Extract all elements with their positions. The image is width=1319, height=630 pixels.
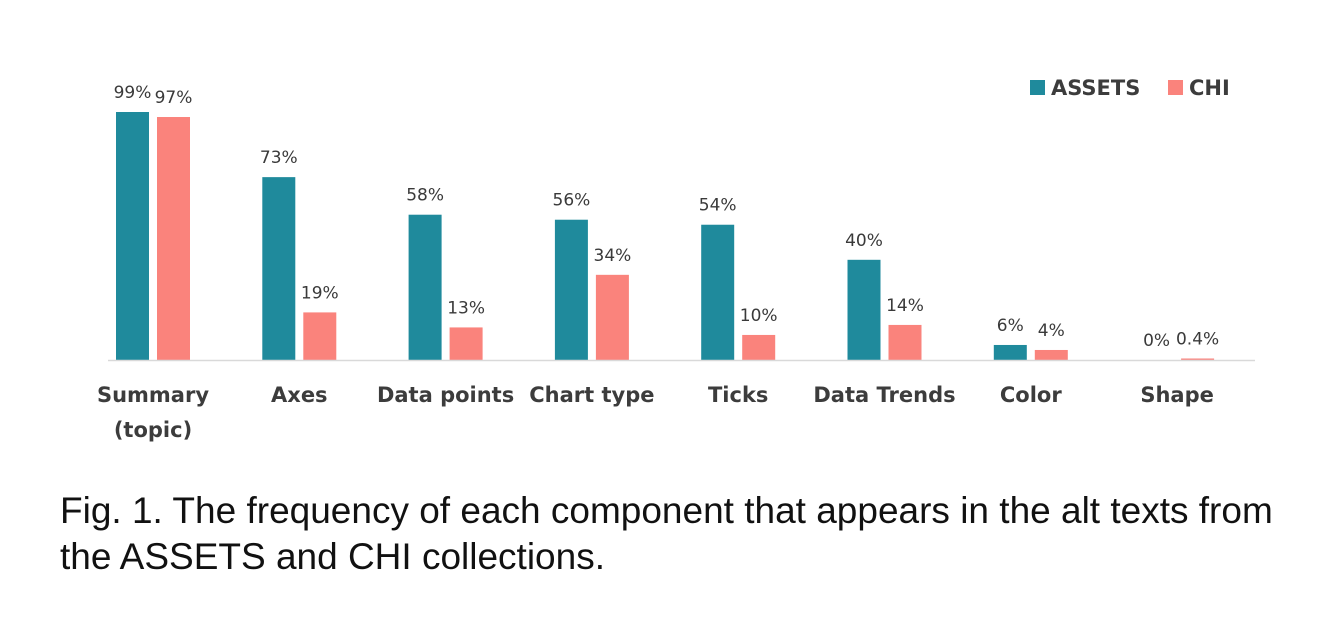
data-label-chi-8: 0.4% [1176, 330, 1219, 350]
figure-caption: Fig. 1. The frequency of each component … [60, 490, 1273, 577]
bar-chi-1 [157, 117, 190, 360]
category-label-2: Axes [271, 383, 328, 407]
bar-chi-7 [1034, 349, 1068, 360]
data-label-chi-6: 14% [886, 296, 924, 316]
data-label-chi-4: 34% [594, 246, 632, 266]
chart-bars [116, 112, 1215, 360]
data-label-assets-5: 54% [699, 196, 737, 216]
category-label-8: Shape [1140, 383, 1214, 407]
chart-legend: ASSETS CHI [1030, 76, 1230, 100]
category-label-1: Summary [97, 383, 209, 407]
bar-chi-2 [303, 312, 337, 360]
data-label-assets-8: 0% [1143, 331, 1170, 351]
bar-chart: ASSETS CHI 99% 97% 73% 19% 58% 13% 56% 34% 54% 10%… [97, 76, 1255, 442]
data-label-chi-7: 4% [1038, 321, 1065, 341]
bar-assets-2 [262, 177, 296, 360]
category-label-5: Ticks [708, 383, 768, 407]
data-label-chi-3: 13% [447, 298, 485, 318]
bar-assets-5 [701, 224, 735, 360]
chart-data-labels: 99% 97% 73% 19% 58% 13% 56% 34% 54% 10% 40% 14% 6% 4%… [114, 83, 1220, 351]
legend-swatch-chi [1168, 80, 1183, 95]
chart-category-labels: Summary (topic) Axes Data points Chart type T… [97, 383, 1214, 442]
legend-label-chi: CHI [1189, 76, 1230, 100]
bar-chi-5 [742, 334, 776, 360]
bar-chi-4 [595, 274, 629, 360]
data-label-assets-3: 58% [406, 186, 444, 206]
category-label-3: Data points [377, 383, 514, 407]
data-label-assets-4: 56% [553, 191, 591, 211]
legend-swatch-assets [1030, 80, 1045, 95]
bar-chi-3 [449, 327, 483, 360]
bar-assets-6 [847, 259, 881, 360]
data-label-chi-1: 97% [155, 88, 193, 108]
bar-assets-3 [408, 214, 442, 360]
bar-chi-8 [1181, 358, 1215, 360]
category-label-7: Color [1000, 383, 1062, 407]
bar-assets-1 [116, 112, 149, 360]
bar-assets-4 [554, 219, 588, 360]
data-label-chi-2: 19% [301, 283, 339, 303]
category-label-6: Data Trends [813, 383, 955, 407]
bar-chi-6 [888, 324, 922, 360]
bar-assets-7 [993, 344, 1027, 360]
category-label-1: (topic) [114, 418, 192, 442]
data-label-assets-6: 40% [845, 231, 883, 251]
legend-label-assets: ASSETS [1051, 76, 1140, 100]
category-label-4: Chart type [529, 383, 654, 407]
data-label-chi-5: 10% [740, 306, 778, 326]
data-label-assets-2: 73% [260, 148, 298, 168]
data-label-assets-7: 6% [997, 316, 1024, 336]
data-label-assets-1: 99% [114, 83, 152, 103]
